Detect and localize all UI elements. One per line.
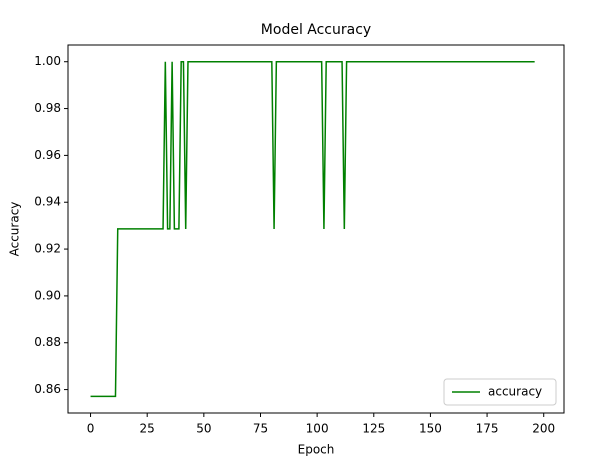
chart-title: Model Accuracy: [261, 22, 371, 38]
y-tick-label: 1.00: [34, 54, 61, 68]
data-line: [90, 60, 535, 398]
x-tick-label: 175: [476, 422, 499, 436]
x-tick-label: 25: [140, 422, 155, 436]
y-tick-label: 0.90: [34, 288, 61, 302]
y-tick-label: 0.88: [34, 335, 61, 349]
legend-label: accuracy: [488, 385, 542, 399]
y-tick-label: 0.92: [34, 242, 61, 256]
x-tick-label: 200: [532, 422, 555, 436]
plot-frame: [67, 44, 565, 414]
y-tick-label: 0.94: [34, 195, 61, 209]
y-tick-label: 0.96: [34, 148, 61, 162]
x-axis-label: Epoch: [298, 443, 335, 457]
x-tick-label: 125: [362, 422, 385, 436]
x-tick-label: 150: [419, 422, 442, 436]
x-tick-label: 0: [87, 422, 95, 436]
y-axis-label: Accuracy: [8, 202, 22, 257]
x-tick-label: 100: [306, 422, 329, 436]
y-tick-label: 0.98: [34, 101, 61, 115]
x-tick-label: 75: [253, 422, 268, 436]
legend-box: [443, 378, 557, 406]
y-tick-label: 0.86: [34, 382, 61, 396]
x-tick-label: 50: [196, 422, 211, 436]
